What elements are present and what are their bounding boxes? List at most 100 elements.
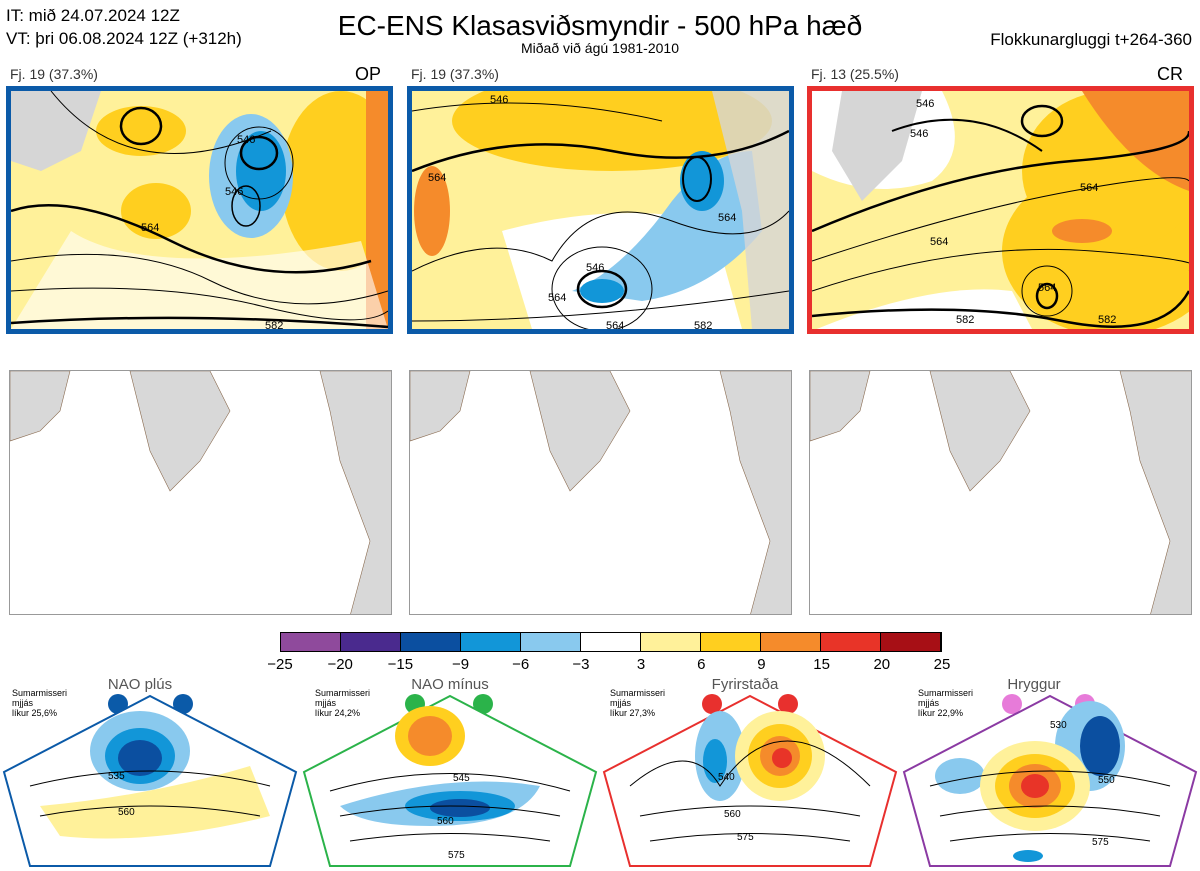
colorbar [280,632,942,652]
colorbar-swatch [641,633,701,651]
regime-likelihood: líkur 22,9% [918,708,964,718]
regime-likelihood: líkur 27,3% [610,708,656,718]
regime-stats: Sumarmisseri mjjás líkur 22,9% [918,688,973,718]
regime-ridge: Hryggur Sumarmisseri mjjás líkur 22,9% 5… [900,676,1200,871]
cluster-3-tag: CR [1157,64,1183,84]
contour-label: 564 [1080,182,1098,194]
contour-label: 530 [1050,720,1067,731]
blank-map-2 [409,370,792,615]
contour-label: 564 [428,172,446,184]
contour-label: 564 [141,222,159,234]
contour-label: 546 [910,128,928,140]
cluster-1-map: 546 546 564 582 [6,86,393,334]
regime-nao-minus: NAO mínus Sumarmisseri mjjás líkur 24,2%… [300,676,600,871]
contour-label: 535 [108,771,125,782]
cluster-2-label: Fj. 19 (37.3%) [411,66,499,82]
contour-label: 546 [237,134,255,146]
contour-label: 575 [737,832,754,843]
colorbar-tick-label: 3 [636,656,646,673]
blank-map-1-svg [10,371,391,614]
contour-label: 546 [225,186,243,198]
colorbar-tick-label: 9 [757,656,766,673]
contour-label: 560 [118,807,135,818]
regime-marker [1002,694,1022,714]
regime-months: mjjás [315,698,337,708]
cluster-1-tag: OP [355,64,382,84]
cluster-2-map: 546 564 546 564 564 582 564 [407,86,794,334]
contour-label: 540 [718,772,735,783]
colorbar-swatch [701,633,761,651]
cluster-3-anomaly-svg: 546 546 564 564 582 564 582 [812,91,1189,329]
regime-months: mjjás [918,698,940,708]
regime-season: Sumarmisseri [12,688,68,698]
cluster-3-map: 546 546 564 564 582 564 582 [807,86,1194,334]
cluster-1-anomaly-svg: 546 546 564 582 [11,91,388,329]
contour-label: 564 [1038,282,1056,294]
classification-window: Flokkunargluggi t+264-360 [990,30,1192,49]
contour-label: 564 [548,292,566,304]
colorbar-tick-label: −6 [512,656,530,673]
contour-label: 560 [437,816,454,827]
colorbar-tick-label: −20 [327,656,353,673]
regime-blocking: Fyrirstaða Sumarmisseri mjjás líkur 27,3… [600,676,900,871]
regime-season: Sumarmisseri [918,688,974,698]
colorbar-tick-label: 25 [933,656,951,673]
colorbar-swatch [881,633,941,651]
contour-label: 564 [606,320,624,329]
contour-label: 582 [1098,314,1116,326]
initial-time: IT: mið 24.07.2024 12Z [6,6,180,25]
valid-time: VT: þri 06.08.2024 12Z (+312h) [6,29,242,48]
blank-map-3 [809,370,1192,615]
regime-likelihood: líkur 25,6% [12,708,58,718]
regime-season: Sumarmisseri [315,688,371,698]
colorbar-tick-label: 15 [813,656,830,673]
regime-marker [473,694,493,714]
contour-label: 575 [1092,837,1109,848]
colorbar-swatch [281,633,341,651]
regime-name: Fyrirstaða [711,676,779,693]
colorbar-tick-label: −9 [451,656,470,673]
regime-blocking-svg: 540 560 575 [602,694,898,867]
contour-label: 560 [724,809,741,820]
colorbar-swatch [821,633,881,651]
contour-label: 546 [916,98,934,110]
regime-nao-plus-svg: 535 560 [2,694,298,867]
colorbar-swatch [341,633,401,651]
regime-ridge-svg: 530 550 575 [902,694,1198,867]
contour-label: 582 [265,320,283,329]
colorbar-tick-label: 20 [873,656,891,673]
header-times: IT: mið 24.07.2024 12Z VT: þri 06.08.202… [6,4,242,50]
page-subtitle: Miðað við ágú 1981-2010 [520,40,679,56]
regime-nao-plus: NAO plús Sumarmisseri mjjás líkur 25,6% … [0,676,300,871]
regime-stats: Sumarmisseri mjjás líkur 25,6% [12,688,67,718]
cluster-3-label: Fj. 13 (25.5%) [811,66,899,82]
contour-label: 575 [448,850,465,861]
contour-label: 582 [694,320,712,329]
contour-label: 546 [586,262,604,274]
contour-label: 550 [1098,775,1115,786]
regime-stats: Sumarmisseri mjjás líkur 27,3% [610,688,665,718]
regime-months: mjjás [610,698,632,708]
regime-marker [778,694,798,714]
colorbar-swatch [761,633,821,651]
colorbar-swatch [521,633,581,651]
colorbar-swatch [581,633,641,651]
contour-label: 582 [956,314,974,326]
regime-name: Hryggur [1007,676,1061,693]
regime-likelihood: líkur 24,2% [315,708,361,718]
cluster-2-anomaly-svg: 546 564 546 564 564 582 564 [412,91,789,329]
regime-stats: Sumarmisseri mjjás líkur 24,2% [315,688,370,718]
colorbar-tick-label: −25 [267,656,293,673]
regime-months: mjjás [12,698,34,708]
contour-label: 564 [930,236,948,248]
blank-map-1 [9,370,392,615]
regime-name: NAO plús [107,676,173,693]
regime-marker [173,694,193,714]
contour-label: 545 [453,773,470,784]
cluster-1-label: Fj. 19 (37.3%) [10,66,98,82]
contour-label: 546 [490,94,508,106]
regime-season: Sumarmisseri [610,688,666,698]
regime-name: NAO mínus [411,676,489,693]
colorbar-tick-label: −15 [387,656,414,673]
regime-nao-minus-svg: 545 560 575 [302,694,598,867]
